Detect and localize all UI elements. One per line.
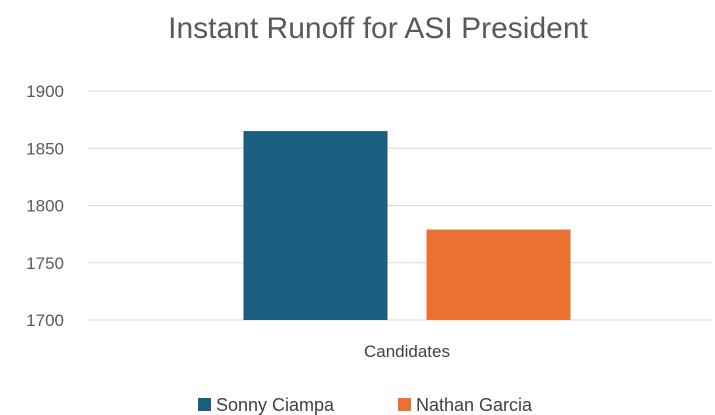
y-tick-label: 1850 (26, 139, 64, 158)
chart-title: Instant Runoff for ASI President (168, 12, 588, 45)
bar-sonny-ciampa (243, 131, 388, 320)
legend-label: Nathan Garcia (416, 395, 533, 415)
bar-nathan-garcia (426, 229, 571, 320)
legend-swatch (198, 398, 211, 411)
gridlines (88, 90, 712, 321)
y-axis-tick-labels: 1700 1750 1800 1850 1900 (26, 82, 64, 330)
bars (243, 131, 571, 320)
y-tick-label: 1700 (26, 311, 64, 330)
legend-swatch (398, 398, 411, 411)
y-tick-label: 1750 (26, 254, 64, 273)
y-tick-label: 1900 (26, 82, 64, 101)
y-tick-label: 1800 (26, 197, 64, 216)
x-axis-category-label: Candidates (364, 342, 450, 361)
legend: Sonny Ciampa Nathan Garcia (198, 395, 533, 415)
legend-label: Sonny Ciampa (216, 395, 335, 415)
